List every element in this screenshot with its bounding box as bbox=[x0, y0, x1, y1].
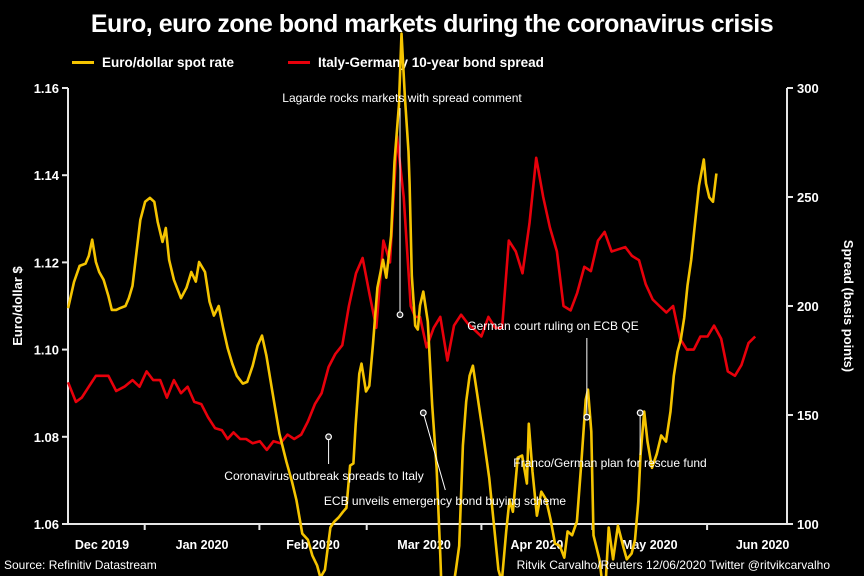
credit-note: Ritvik Carvalho/Reuters 12/06/2020 Twitt… bbox=[516, 558, 830, 572]
annotation-marker bbox=[636, 409, 644, 417]
x-tick-label: Apr 2020 bbox=[510, 538, 563, 552]
annotation-marker bbox=[583, 413, 591, 421]
right-tick-label: 100 bbox=[797, 517, 819, 532]
legend-swatch-spread bbox=[288, 61, 310, 64]
annotation-marker bbox=[396, 311, 404, 319]
annotation-marker bbox=[419, 409, 427, 417]
left-tick-label: 1.10 bbox=[34, 343, 59, 358]
right-axis-title: Spread (basis points) bbox=[841, 240, 856, 372]
x-tick-label: Mar 2020 bbox=[397, 538, 451, 552]
chart-title: Euro, euro zone bond markets during the … bbox=[90, 10, 774, 38]
annotation-marker bbox=[325, 433, 332, 441]
annotation-label: Lagarde rocks markets with spread commen… bbox=[282, 91, 522, 105]
left-tick-label: 1.12 bbox=[34, 255, 59, 270]
spread-line bbox=[66, 134, 757, 452]
x-tick-label: Dec 2019 bbox=[75, 538, 129, 552]
right-tick-label: 250 bbox=[797, 190, 819, 205]
legend-item-eurusd: Euro/dollar spot rate bbox=[72, 55, 234, 70]
left-tick-label: 1.06 bbox=[34, 517, 59, 532]
x-tick-label: Feb 2020 bbox=[286, 538, 340, 552]
right-tick-label: 300 bbox=[797, 81, 819, 96]
x-tick-label: May 2020 bbox=[622, 538, 678, 552]
left-tick-label: 1.14 bbox=[34, 168, 60, 183]
right-tick-label: 200 bbox=[797, 299, 819, 314]
left-tick-label: 1.08 bbox=[34, 430, 59, 445]
x-tick-label: Jan 2020 bbox=[176, 538, 229, 552]
annotation-label: German court ruling on ECB QE bbox=[467, 319, 638, 333]
annotation-label: ECB unveils emergency bond buying scheme bbox=[324, 494, 566, 508]
x-tick-label: Jun 2020 bbox=[736, 538, 790, 552]
annotation-leader bbox=[422, 412, 446, 491]
right-tick-label: 150 bbox=[797, 408, 819, 423]
eurusd-line bbox=[66, 32, 718, 576]
left-tick-label: 1.16 bbox=[34, 81, 59, 96]
legend-item-spread: Italy-Germany 10-year bond spread bbox=[288, 55, 544, 70]
annotation-label: Franco/German plan for rescue fund bbox=[513, 456, 706, 470]
source-note: Source: Refinitiv Datastream bbox=[4, 558, 157, 572]
legend-label-eurusd: Euro/dollar spot rate bbox=[102, 55, 235, 70]
legend-label-spread: Italy-Germany 10-year bond spread bbox=[318, 55, 544, 70]
annotation-label: Coronavirus outbreak spreads to Italy bbox=[224, 469, 423, 483]
left-axis-title: Euro/dollar $ bbox=[10, 266, 25, 346]
legend-swatch-eurusd bbox=[72, 61, 94, 64]
